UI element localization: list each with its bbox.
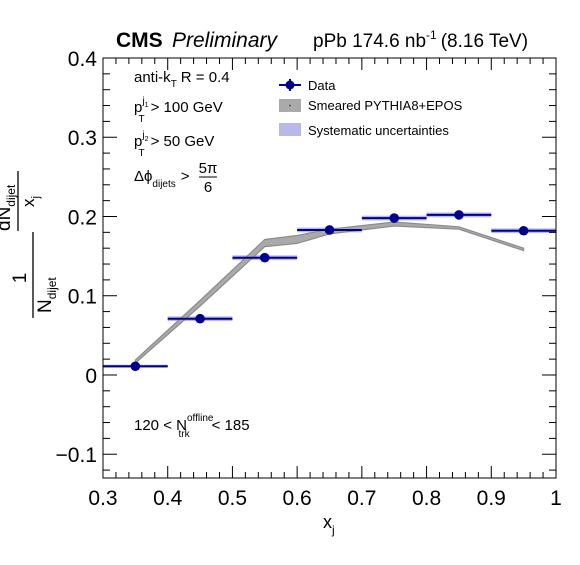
x-tick-label: 0.3 <box>88 487 117 510</box>
data-layer <box>103 210 556 372</box>
experiment-label: CMS <box>116 29 163 52</box>
x-tick-label: 0.8 <box>412 487 441 510</box>
y-tick-label: 0.3 <box>68 127 97 150</box>
data-point <box>195 313 205 324</box>
legend-item-systematics: Systematic uncertainties <box>279 123 449 138</box>
data-point <box>518 225 529 236</box>
svg-text:xj: xj <box>19 196 42 207</box>
legend-item-data: Data <box>279 78 336 93</box>
x-tick-label: 0.4 <box>153 487 183 510</box>
plot-frame <box>102 57 557 479</box>
svg-text:Ndijet: Ndijet <box>35 277 59 313</box>
legend-label: Data <box>308 78 336 93</box>
x-tick-label: 0.9 <box>477 487 506 510</box>
jet-algo-label: anti-kT R = 0.4 <box>134 69 230 90</box>
model-band <box>134 221 525 365</box>
chart-header: CMS Preliminary pPb 174.6 nb-1 (8.16 TeV) <box>116 28 528 52</box>
x-tick-label: 1 <box>550 487 562 510</box>
subleading-pt-cut: pj2 T> 50 GeV <box>134 130 214 159</box>
svg-text:6: 6 <box>204 179 212 196</box>
x-tick-label: 0.5 <box>218 487 247 510</box>
x-axis: 0.3 0.4 0.5 0.6 0.7 0.8 0.9 1 <box>88 58 562 510</box>
svg-text:Δϕdijets>: Δϕdijets > <box>134 168 190 190</box>
y-tick-label: 0.2 <box>68 206 97 229</box>
legend-data-marker <box>285 80 295 90</box>
data-point <box>454 210 464 220</box>
legend-label: Smeared PYTHIA8+EPOS <box>308 98 463 113</box>
y-tick-label: 0 <box>85 365 97 388</box>
status-label: Preliminary <box>172 29 279 52</box>
legend-syst-swatch <box>279 123 301 136</box>
data-point <box>324 225 335 235</box>
x-tick-label: 0.6 <box>283 487 312 510</box>
y-axis: −0.1 0 0.1 0.2 0.3 0.4 <box>56 48 556 471</box>
legend-item-model: Smeared PYTHIA8+EPOS <box>279 98 463 113</box>
multiplicity-cut: 120 < Noffline trk< 185 <box>134 413 250 440</box>
y-axis-label: 1 Ndijet dNdijet xj <box>0 171 59 318</box>
lumi-label: pPb 174.6 nb-1 (8.16 TeV) <box>313 28 528 52</box>
y-tick-label: −0.1 <box>56 444 97 467</box>
model-layer <box>134 221 525 365</box>
data-point <box>259 252 270 263</box>
selection-annotations: anti-kT R = 0.4 pj1 T> 100 GeV pj2 T> 50 Ge… <box>134 69 250 440</box>
x-axis-label: xj <box>323 512 335 537</box>
svg-text:1: 1 <box>10 273 31 284</box>
dphi-cut: Δϕdijets > 5π 6 <box>134 160 217 196</box>
data-point <box>130 361 141 372</box>
x-tick-label: 0.7 <box>347 487 376 510</box>
y-tick-label: 0.4 <box>68 48 98 71</box>
y-tick-label: 0.1 <box>68 286 97 309</box>
legend-label: Systematic uncertainties <box>308 123 449 138</box>
svg-text:5π: 5π <box>199 160 218 177</box>
svg-text:dNdijet: dNdijet <box>0 184 18 231</box>
legend: Data Smeared PYTHIA8+EPOS Systematic unc… <box>279 78 463 138</box>
data-point <box>389 213 400 223</box>
leading-pt-cut: pj1 T> 100 GeV <box>134 96 223 125</box>
